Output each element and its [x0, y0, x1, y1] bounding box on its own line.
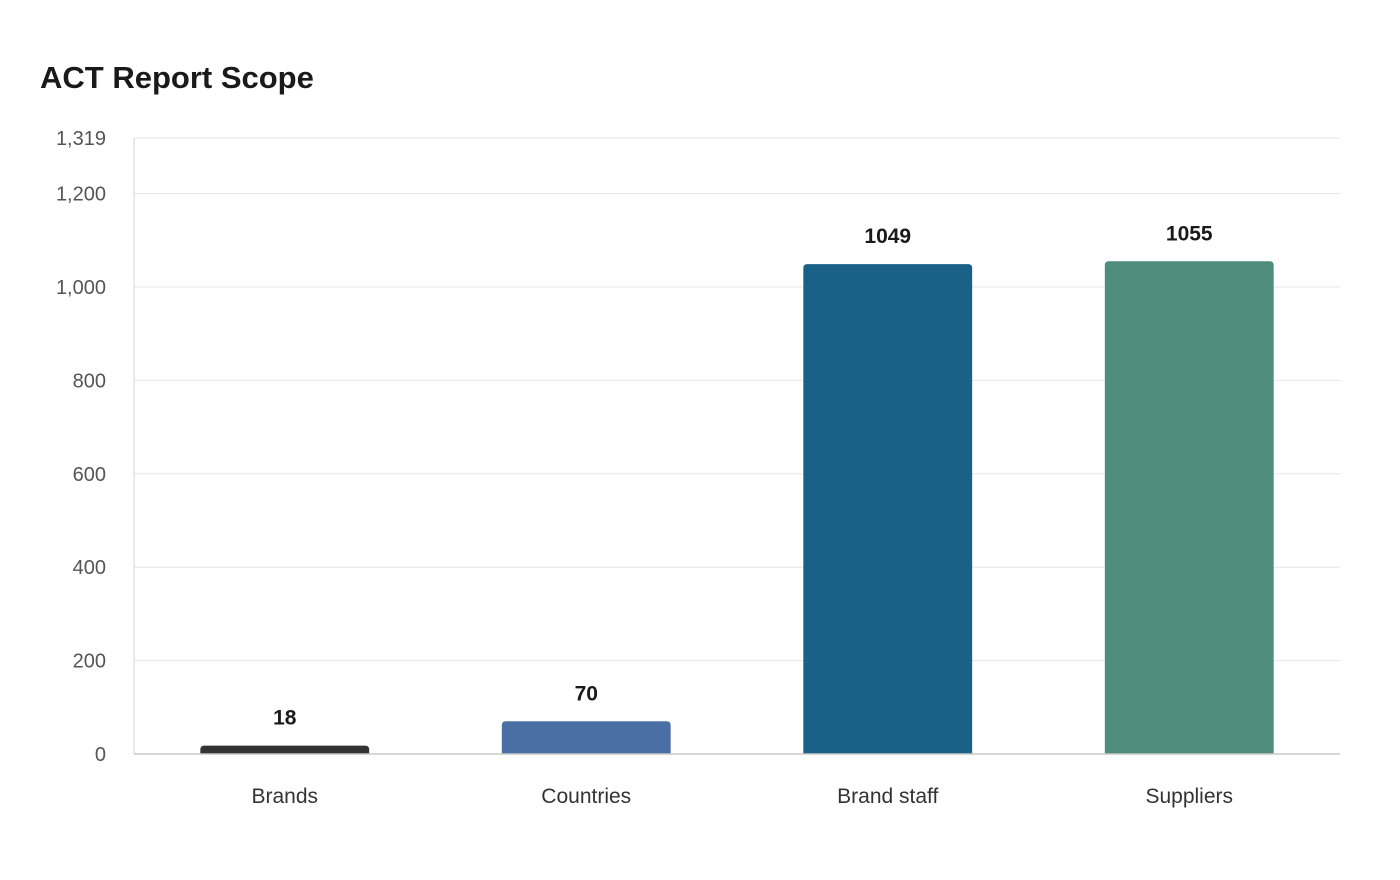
y-tick-label: 200: [73, 651, 106, 673]
data-label: 1049: [864, 225, 911, 248]
bar-brand-staff: [803, 264, 973, 754]
x-category-label: Countries: [541, 785, 631, 808]
x-axis-categories: Brands Countries Brand staff Suppliers: [251, 785, 1233, 808]
data-labels: 18 70 1049 1055: [273, 222, 1213, 729]
y-tick-label: 0: [95, 744, 106, 766]
bars: [200, 261, 1274, 754]
y-tick-label: 800: [73, 370, 106, 392]
y-tick-label: 1,000: [56, 277, 106, 299]
x-category-label: Brand staff: [837, 785, 938, 808]
x-category-label: Brands: [251, 785, 318, 808]
y-tick-label: 400: [73, 557, 106, 579]
chart-title: ACT Report Scope: [40, 60, 314, 95]
y-axis-ticks: 0 200 400 600 800 1,000 1,200 1,319: [56, 128, 106, 766]
bar-suppliers: [1104, 261, 1274, 754]
y-tick-label: 1,319: [56, 128, 106, 150]
grid-lines: [134, 137, 1340, 662]
data-label: 1055: [1166, 222, 1213, 245]
x-category-label: Suppliers: [1145, 785, 1233, 808]
y-tick-label: 600: [73, 464, 106, 486]
bar-countries: [501, 721, 671, 754]
data-label: 18: [273, 707, 297, 730]
y-tick-label: 1,200: [56, 184, 106, 206]
bar-brands: [200, 745, 370, 754]
data-label: 70: [575, 682, 598, 705]
